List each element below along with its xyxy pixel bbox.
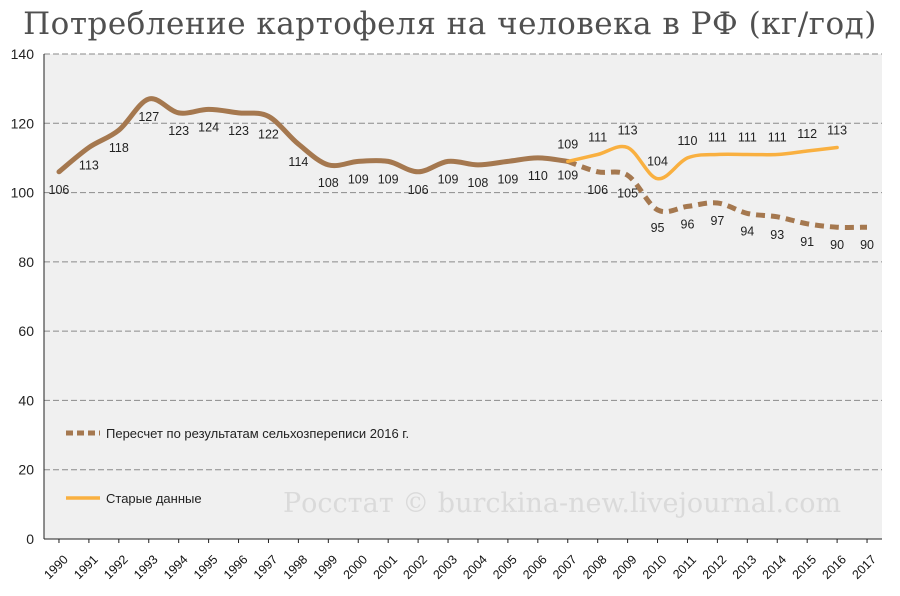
chart-title: Потребление картофеля на человека в РФ (…	[23, 6, 877, 42]
x-tick-label: 2004	[460, 552, 490, 582]
x-tick-label: 1995	[191, 552, 221, 582]
data-label-recalc: 96	[681, 217, 695, 231]
data-label-recalc: 97	[710, 214, 724, 228]
x-tick-label: 2010	[640, 552, 670, 582]
y-tick-label: 40	[18, 392, 34, 408]
data-label-old: 109	[557, 137, 578, 151]
data-label-old: 104	[647, 155, 668, 169]
data-label-recalc: 95	[651, 221, 665, 235]
data-label-old: 111	[738, 130, 757, 144]
data-label-old: 110	[677, 134, 697, 148]
x-tick-label: 2016	[819, 552, 849, 582]
data-label-recalc: 90	[860, 238, 874, 252]
data-label-recalc: 123	[168, 124, 189, 138]
data-label-recalc: 108	[318, 176, 339, 190]
x-tick-label: 2008	[580, 552, 610, 582]
legend-label-old: Старые данные	[106, 491, 202, 506]
data-label-recalc: 108	[468, 176, 489, 190]
data-label-recalc: 114	[288, 155, 308, 169]
x-tick-label: 1991	[71, 552, 101, 582]
x-tick-label: 2006	[520, 552, 550, 582]
x-tick-label: 2003	[430, 552, 460, 582]
data-label-recalc: 109	[348, 172, 369, 186]
x-tick-label: 1999	[311, 552, 341, 582]
x-tick-label: 1990	[41, 552, 71, 582]
y-tick-label: 0	[26, 531, 34, 547]
data-label-old: 111	[708, 130, 727, 144]
x-tick-label: 1998	[281, 552, 311, 582]
data-label-recalc: 109	[378, 172, 399, 186]
data-label-recalc: 110	[528, 169, 548, 183]
data-label-old: 112	[797, 127, 817, 141]
x-tick-label: 2001	[371, 552, 401, 582]
data-label-recalc: 118	[109, 141, 129, 155]
plot-area	[44, 54, 882, 539]
y-tick-label: 60	[18, 323, 34, 339]
x-tick-label: 1992	[101, 552, 131, 582]
data-labels: 106 113 118 127 123 124 123 122 114 108 109 109 106 1…	[49, 110, 874, 252]
series-line-recalc-dashed	[566, 159, 868, 230]
y-tick-label: 100	[11, 185, 35, 201]
data-label-recalc: 124	[198, 120, 219, 134]
y-tick-label: 140	[11, 46, 35, 62]
data-label-recalc: 91	[800, 235, 814, 249]
x-tick-label: 2012	[700, 552, 730, 582]
x-tick-label: 2014	[760, 552, 790, 582]
x-tick-label: 2000	[341, 552, 371, 582]
series-line-old	[566, 144, 839, 181]
data-label-recalc: 106	[587, 183, 608, 197]
data-label-recalc: 127	[138, 110, 159, 124]
y-tick-label: 80	[18, 254, 34, 270]
legend-label-recalc: Пересчет по результатам сельхозпереписи …	[106, 426, 409, 441]
x-tick-label: 1996	[221, 552, 251, 582]
y-tick-label: 120	[11, 115, 35, 131]
x-tick-label: 1994	[161, 552, 191, 582]
series-line-recalc-solid	[56, 96, 571, 175]
data-label-recalc: 106	[408, 183, 429, 197]
x-tick-label: 2013	[730, 552, 760, 582]
x-tick-label: 2011	[670, 553, 699, 582]
x-tick-label: 2015	[790, 552, 820, 582]
data-label-recalc: 106	[49, 183, 70, 197]
data-label-old: 113	[827, 124, 847, 138]
x-axis-ticks: 1990 1991 1992 1993 1994 1995 1996 1997 1998 1999…	[41, 539, 879, 582]
data-label-recalc: 113	[79, 159, 99, 173]
legend: Пересчет по результатам сельхозпереписи …	[66, 426, 409, 506]
x-tick-label: 2002	[400, 552, 430, 582]
y-tick-label: 20	[18, 462, 34, 478]
x-tick-label: 2017	[849, 552, 879, 582]
gridlines	[43, 53, 882, 540]
x-tick-label: 2009	[610, 552, 640, 582]
data-label-recalc: 123	[228, 124, 249, 138]
data-label-recalc: 109	[497, 172, 518, 186]
x-tick-label: 2005	[490, 552, 520, 582]
y-axis-ticks: 0 20 40 60 80 100 120 140	[11, 46, 35, 547]
data-label-old: 113	[618, 124, 638, 138]
data-label-old: 111	[768, 130, 787, 144]
data-label-recalc: 90	[830, 238, 844, 252]
watermark: Росстат © burckina-new.livejournal.com	[283, 488, 841, 519]
data-label-recalc: 105	[617, 186, 638, 200]
data-label-recalc: 93	[770, 228, 784, 242]
x-tick-label: 2007	[550, 552, 580, 582]
x-tick-label: 1997	[251, 552, 281, 582]
x-tick-label: 1993	[131, 552, 161, 582]
data-label-recalc: 109	[557, 168, 578, 182]
data-label-recalc: 122	[258, 127, 279, 141]
data-label-old: 111	[588, 130, 607, 144]
data-label-recalc: 94	[740, 224, 754, 238]
series-lines	[56, 96, 868, 230]
data-label-recalc: 109	[438, 172, 459, 186]
